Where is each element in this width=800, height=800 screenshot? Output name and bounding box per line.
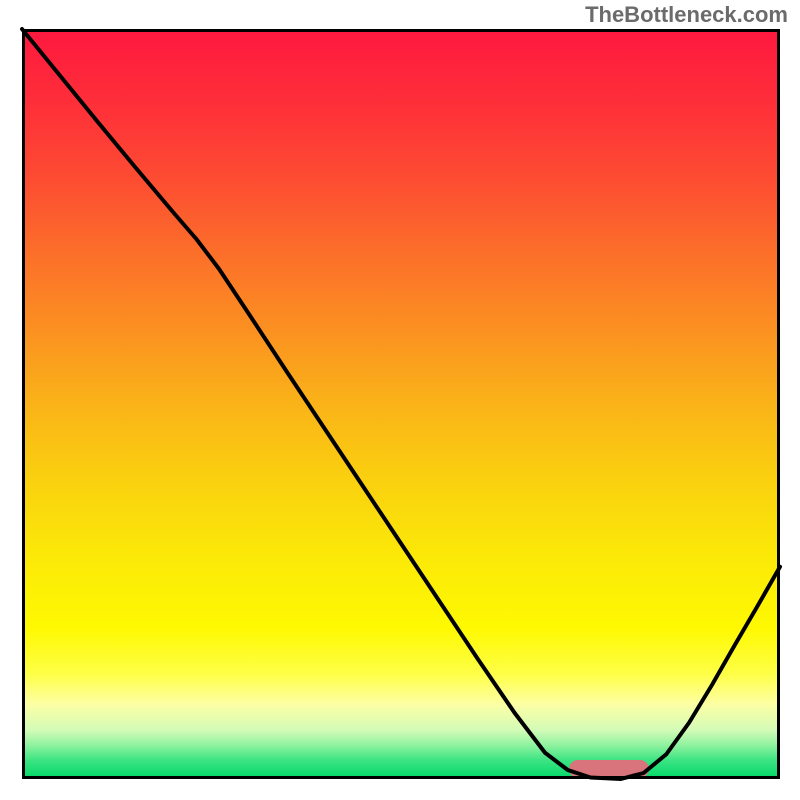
bottleneck-curve bbox=[22, 29, 780, 779]
watermark-text: TheBottleneck.com bbox=[585, 2, 788, 28]
plot-area bbox=[22, 29, 780, 779]
chart-container: TheBottleneck.com bbox=[0, 0, 800, 800]
